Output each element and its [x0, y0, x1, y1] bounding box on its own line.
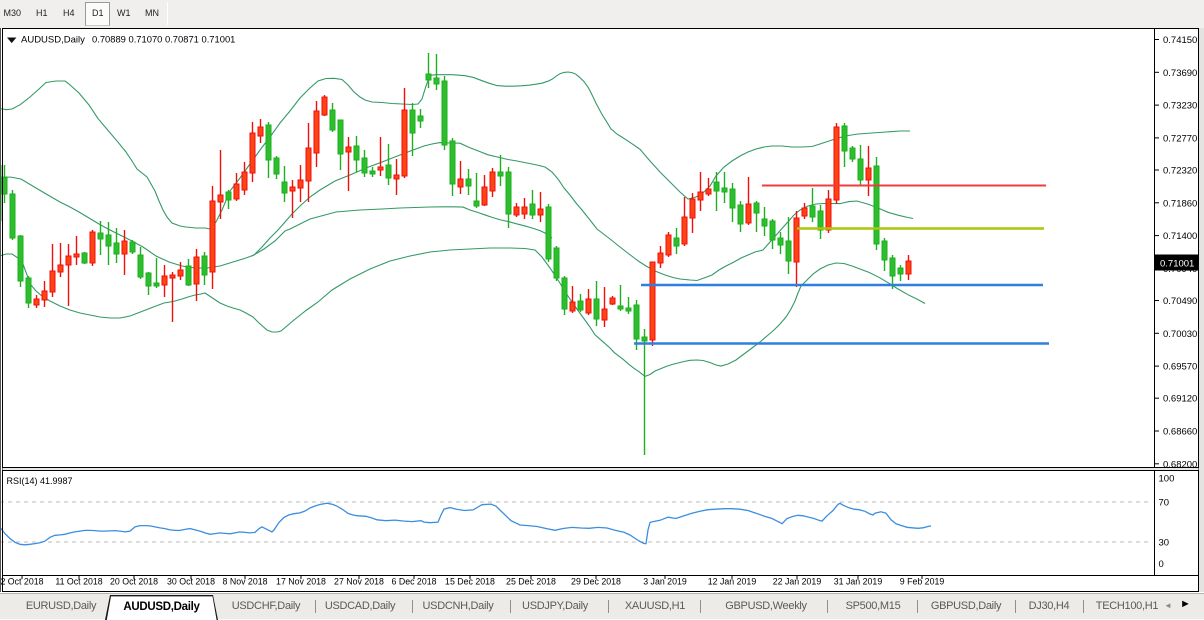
svg-text:9 Feb 2019: 9 Feb 2019	[900, 577, 945, 587]
svg-text:0.72320: 0.72320	[1163, 166, 1197, 177]
svg-text:2 Oct 2018: 2 Oct 2018	[0, 577, 43, 587]
svg-text:0.71400: 0.71400	[1163, 231, 1197, 242]
svg-text:0.73230: 0.73230	[1163, 101, 1197, 112]
svg-text:0.72770: 0.72770	[1163, 133, 1197, 144]
svg-text:27 Nov 2018: 27 Nov 2018	[334, 577, 384, 587]
svg-text:0.70889 0.71070 0.70871 0.7100: 0.70889 0.71070 0.70871 0.71001	[92, 34, 235, 45]
svg-text:0.71860: 0.71860	[1163, 198, 1197, 209]
svg-text:3 Jan 2019: 3 Jan 2019	[643, 577, 687, 587]
svg-text:0.68200: 0.68200	[1163, 459, 1197, 470]
svg-text:0.68660: 0.68660	[1163, 427, 1197, 438]
svg-text:RSI(14) 41.9987: RSI(14) 41.9987	[7, 476, 73, 486]
svg-text:30 Oct 2018: 30 Oct 2018	[167, 577, 215, 587]
svg-text:AUDUSD,Daily: AUDUSD,Daily	[21, 35, 85, 46]
svg-text:22 Jan 2019: 22 Jan 2019	[773, 577, 822, 587]
svg-text:0.73690: 0.73690	[1163, 68, 1197, 79]
svg-text:8 Nov 2018: 8 Nov 2018	[223, 577, 268, 587]
svg-text:100: 100	[1159, 474, 1175, 485]
svg-text:17 Nov 2018: 17 Nov 2018	[276, 577, 326, 587]
svg-text:0.71001: 0.71001	[1160, 259, 1194, 270]
svg-text:15 Dec 2018: 15 Dec 2018	[445, 577, 495, 587]
svg-text:0.69570: 0.69570	[1163, 362, 1197, 373]
svg-text:31 Jan 2019: 31 Jan 2019	[834, 577, 883, 587]
svg-text:0.74150: 0.74150	[1163, 35, 1197, 46]
svg-text:0.70490: 0.70490	[1163, 296, 1197, 307]
svg-text:0.70030: 0.70030	[1163, 329, 1197, 340]
svg-text:29 Dec 2018: 29 Dec 2018	[571, 577, 621, 587]
svg-text:25 Dec 2018: 25 Dec 2018	[506, 577, 556, 587]
svg-text:0.69120: 0.69120	[1163, 394, 1197, 405]
svg-text:12 Jan 2019: 12 Jan 2019	[708, 577, 757, 587]
svg-text:6 Dec 2018: 6 Dec 2018	[392, 577, 437, 587]
svg-text:70: 70	[1159, 498, 1170, 509]
svg-text:30: 30	[1159, 538, 1170, 549]
svg-text:11 Oct 2018: 11 Oct 2018	[55, 577, 102, 587]
svg-text:0: 0	[1159, 559, 1164, 570]
svg-text:20 Oct 2018: 20 Oct 2018	[110, 577, 158, 587]
